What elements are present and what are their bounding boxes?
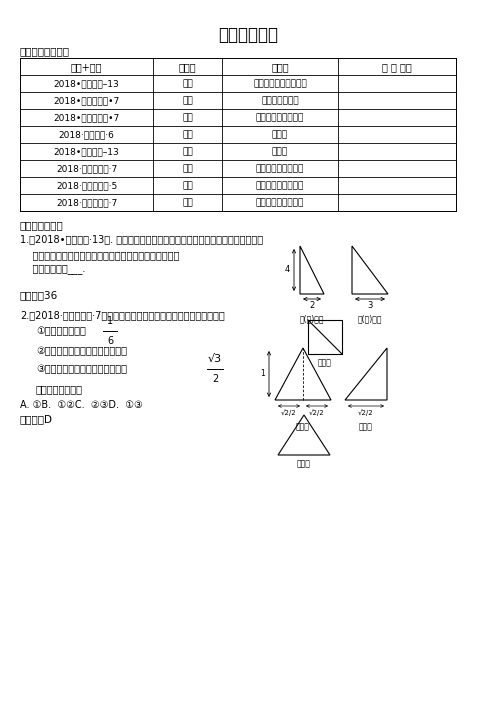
Text: 1.（2018•西城期末·13）. 从一个长方体中截取部分几何体，得到一个以原长方体的: 1.（2018•西城期末·13）. 从一个长方体中截取部分几何体，得到一个以原长… xyxy=(20,234,263,244)
Text: 三视图、几何体表面积: 三视图、几何体表面积 xyxy=(253,79,307,88)
Text: 考　点: 考 点 xyxy=(271,62,289,72)
Text: 【答案】36: 【答案】36 xyxy=(20,290,58,300)
Text: 体的表面积是___.: 体的表面积是___. xyxy=(20,264,85,274)
Text: ③三棱锥的四个面的面积最大的是: ③三棱锥的四个面的面积最大的是 xyxy=(36,364,127,374)
Text: 所有正确的说法是: 所有正确的说法是 xyxy=(36,384,83,394)
Text: 2.（2018·海淀区期末·7）某三棱锥的三视图如图所示，则下列说法中：: 2.（2018·海淀区期末·7）某三棱锥的三视图如图所示，则下列说法中： xyxy=(20,310,225,320)
Text: 2018·丰台期末·6: 2018·丰台期末·6 xyxy=(59,130,115,139)
Text: 【答案】D: 【答案】D xyxy=(20,414,53,424)
Text: （一）试题细目表: （一）试题细目表 xyxy=(20,46,70,56)
Text: 主视图: 主视图 xyxy=(296,422,310,431)
Text: 部分顶点为顶点的凸多面体，其三视图如图所示，该几何: 部分顶点为顶点的凸多面体，其三视图如图所示，该几何 xyxy=(20,250,180,260)
Text: 2018•西城期末–13: 2018•西城期末–13 xyxy=(54,79,120,88)
Text: 俯视图: 俯视图 xyxy=(318,358,332,367)
Text: 2018•海淀区期末•7: 2018•海淀区期末•7 xyxy=(54,96,120,105)
Text: ②三棱锥的四个面全是直角三角形: ②三棱锥的四个面全是直角三角形 xyxy=(36,346,127,356)
Text: 俯视图: 俯视图 xyxy=(297,459,311,468)
Text: 2018·东城区期末·7: 2018·东城区期末·7 xyxy=(56,198,117,207)
Text: 区县+题号: 区县+题号 xyxy=(71,62,102,72)
Text: 填空: 填空 xyxy=(182,147,193,156)
Text: 2018·朝阳区期末·5: 2018·朝阳区期末·5 xyxy=(56,181,117,190)
Text: 选择: 选择 xyxy=(182,113,193,122)
Text: 2018·房山区期末·7: 2018·房山区期末·7 xyxy=(56,164,117,173)
Text: 2018•通州期末–13: 2018•通州期末–13 xyxy=(54,147,120,156)
Text: 思 想 方法: 思 想 方法 xyxy=(382,62,412,72)
Text: √3: √3 xyxy=(208,354,222,364)
Text: 1: 1 xyxy=(260,369,265,378)
Text: √2/2: √2/2 xyxy=(309,409,325,416)
Text: 三视图、几何体体积: 三视图、几何体体积 xyxy=(256,113,304,122)
Text: 选择: 选择 xyxy=(182,181,193,190)
Text: 选择: 选择 xyxy=(182,198,193,207)
Text: ①三棱锥的体积为: ①三棱锥的体积为 xyxy=(36,326,86,336)
Text: 选择: 选择 xyxy=(182,130,193,139)
Bar xyxy=(20,58,456,211)
Text: 三视图: 三视图 xyxy=(272,130,288,139)
Text: 十二、三视图: 十二、三视图 xyxy=(218,26,278,44)
Text: 三视图、几何体体积: 三视图、几何体体积 xyxy=(256,198,304,207)
Text: 类　型: 类 型 xyxy=(179,62,196,72)
Text: 4: 4 xyxy=(284,265,290,274)
Text: 正(主)视图: 正(主)视图 xyxy=(300,314,324,323)
Text: 侧(左)视图: 侧(左)视图 xyxy=(358,314,382,323)
Text: √2/2: √2/2 xyxy=(281,409,297,416)
Text: 6: 6 xyxy=(107,336,113,346)
Text: 选择: 选择 xyxy=(182,164,193,173)
Text: 3: 3 xyxy=(368,300,372,310)
Text: 填空: 填空 xyxy=(182,79,193,88)
Text: 2: 2 xyxy=(310,300,314,310)
Text: 选择: 选择 xyxy=(182,96,193,105)
Text: 三视图: 三视图 xyxy=(272,147,288,156)
Text: 1: 1 xyxy=(107,316,113,326)
Text: 2: 2 xyxy=(212,374,218,384)
Text: √2/2: √2/2 xyxy=(358,409,374,416)
Text: 三视图、几何体体积: 三视图、几何体体积 xyxy=(256,181,304,190)
Text: A. ①B.  ①②C.  ②③D.  ①③: A. ①B. ①②C. ②③D. ①③ xyxy=(20,400,143,410)
Text: 2018•石景山期末•7: 2018•石景山期末•7 xyxy=(54,113,120,122)
Text: 左视图: 左视图 xyxy=(359,422,373,431)
Text: （二）试题解析: （二）试题解析 xyxy=(20,220,64,230)
Bar xyxy=(308,320,342,354)
Text: 三视图、三棱锥: 三视图、三棱锥 xyxy=(261,96,299,105)
Text: 三视图、几何体体积: 三视图、几何体体积 xyxy=(256,164,304,173)
